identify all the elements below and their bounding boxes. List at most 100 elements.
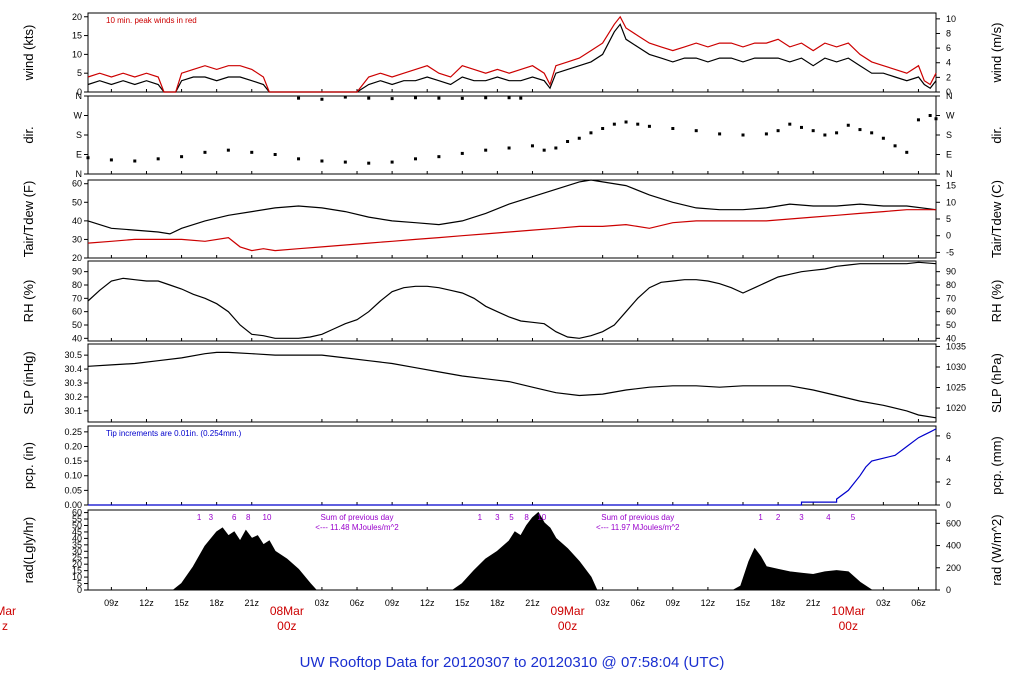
pcp-note: Tip increments are 0.01in. (0.254mm.) <box>106 429 242 438</box>
dir-left-tick-label: E <box>76 150 82 160</box>
pcp-left-tick-label: 0.10 <box>64 471 82 481</box>
rad-right-tick-label: 200 <box>946 563 961 573</box>
slp-series-line <box>87 351 937 419</box>
rad-hour-marker: 6 <box>232 513 237 522</box>
dir-point <box>414 96 418 100</box>
slp-left-axis-label: SLP (inHg) <box>21 351 36 414</box>
dir-point <box>484 96 488 100</box>
wind-right-tick-label: 6 <box>946 43 951 53</box>
dir-right-tick-label: E <box>946 150 952 160</box>
wind-series-line <box>87 15 937 93</box>
rad-hour-marker: 3 <box>209 513 214 522</box>
wind-left-tick-label: 0 <box>77 87 82 97</box>
rh-left-tick-label: 50 <box>72 320 82 330</box>
rh-right-tick-label: 80 <box>946 280 956 290</box>
rh-right-axis-label: RH (%) <box>989 280 1004 323</box>
temp-left-axis-label: Tair/Tdew (F) <box>21 181 36 258</box>
slp-left-tick-label: 30.3 <box>64 378 82 388</box>
wind-series-line <box>87 23 937 93</box>
pcp-right-tick-label: 2 <box>946 477 951 487</box>
panel-wind: 0 5 10 15 20 0 2 4 6 8 10 wind (kts) wind (m/s) 10 mi… <box>21 12 1004 97</box>
temp-left-tick-label: 30 <box>72 234 82 244</box>
dir-point <box>460 151 464 155</box>
dir-frame <box>87 95 937 175</box>
dir-point <box>109 158 113 162</box>
rad-hour-marker: 5 <box>851 513 856 522</box>
wind-right-tick-label: 10 <box>946 14 956 24</box>
rad-right-tick-label: 600 <box>946 518 961 528</box>
wind-left-axis-label: wind (kts) <box>21 25 36 82</box>
dir-right-tick-label: N <box>946 169 953 179</box>
dir-point <box>460 96 464 100</box>
dir-right-tick-label: W <box>946 111 955 121</box>
rad-series-area <box>451 511 598 591</box>
rh-left-tick-label: 80 <box>72 280 82 290</box>
dir-point <box>636 122 640 126</box>
dir-point <box>823 133 827 137</box>
dir-point <box>577 136 581 140</box>
time-tick-label: 12z <box>701 598 716 608</box>
wind-right-axis-label: wind (m/s) <box>989 23 1004 84</box>
edge-time-label: z <box>2 619 8 633</box>
wind-note: 10 min. peak winds in red <box>106 16 197 25</box>
day-date-label: 10Mar <box>831 604 865 618</box>
slp-right-tick-label: 1025 <box>946 383 966 393</box>
rh-right-tick-label: 60 <box>946 307 956 317</box>
dir-point <box>343 95 347 99</box>
temp-series-line <box>87 179 937 235</box>
pcp-left-tick-label: 0.00 <box>64 500 82 510</box>
rad-left-tick-label: 20 <box>72 559 82 569</box>
rad-left-tick-label: 5 <box>77 579 82 589</box>
dir-point <box>612 122 616 126</box>
rad-left-tick-label: 55 <box>72 514 82 524</box>
edge-date-label: Mar <box>0 604 16 618</box>
temp-right-axis-label: Tair/Tdew (C) <box>989 180 1004 258</box>
time-tick-label: 18z <box>771 598 786 608</box>
time-tick-label: 06z <box>630 598 645 608</box>
rad-right-tick-label: 0 <box>946 585 951 595</box>
rad-left-tick-label: 50 <box>72 520 82 530</box>
wind-left-tick-label: 10 <box>72 49 82 59</box>
dir-point <box>273 153 277 156</box>
dir-point <box>934 117 938 121</box>
time-tick-label: 03z <box>315 598 330 608</box>
dir-point <box>320 159 324 163</box>
slp-right-tick-label: 1035 <box>946 341 966 351</box>
rad-sum-annotation-title: Sum of previous day <box>601 513 674 522</box>
wind-left-tick-label: 20 <box>72 12 82 22</box>
rh-left-tick-label: 90 <box>72 267 82 277</box>
time-tick-label: 03z <box>595 598 610 608</box>
rad-left-tick-label: 15 <box>72 566 82 576</box>
wind-frame <box>87 12 937 93</box>
rad-hour-marker: 1 <box>758 513 763 522</box>
time-tick-label: 09z <box>385 598 400 608</box>
rh-right-tick-label: 40 <box>946 333 956 343</box>
rad-hour-marker: 1 <box>478 513 483 522</box>
rad-left-tick-label: 30 <box>72 546 82 556</box>
day-time-label: 00z <box>277 619 296 633</box>
dir-point <box>764 132 768 136</box>
dir-point <box>156 157 160 161</box>
panel-rad: 0510152025303540455055600200400600rad(Lg… <box>21 508 1004 595</box>
dir-point <box>530 144 534 148</box>
slp-frame <box>87 343 937 423</box>
dir-point <box>601 127 605 130</box>
dir-point <box>507 96 511 100</box>
dir-point <box>390 160 394 164</box>
time-tick-label: 09z <box>104 598 119 608</box>
temp-left-tick-label: 40 <box>72 216 82 226</box>
temp-right-tick-label: 0 <box>946 231 951 241</box>
rad-left-axis-label: rad(Lgly/hr) <box>21 517 36 583</box>
dir-left-tick-label: N <box>76 91 83 101</box>
pcp-left-axis-label: pcp. (in) <box>21 442 36 489</box>
panel-pcp: 0.00 0.05 0.10 0.15 0.20 0.25 0 2 4 6 pcp. (in) pcp… <box>21 425 1004 510</box>
time-tick-label: 15z <box>736 598 751 608</box>
temp-right-tick-label: 15 <box>946 181 956 191</box>
rad-hour-marker: 10 <box>537 513 546 522</box>
time-tick-label: 21z <box>806 598 821 608</box>
dir-point <box>718 132 722 136</box>
rh-left-tick-label: 60 <box>72 307 82 317</box>
temp-left-tick-label: 50 <box>72 197 82 207</box>
